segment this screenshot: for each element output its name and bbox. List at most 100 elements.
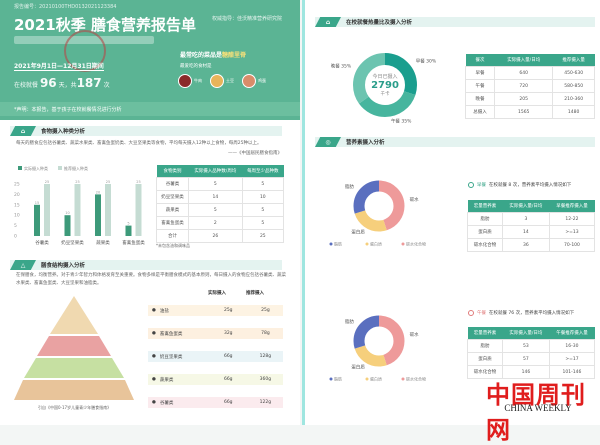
center-label: 今日已摄入: [372, 73, 397, 80]
structure-row: ● 谷薯类 66g 122g: [148, 397, 283, 408]
energy-table: 餐次 实际摄入量/日均 推荐摄入量 早餐 640 450-630 午餐 720 580-850 晚…: [464, 54, 595, 119]
col-actual: 实际摄入: [208, 291, 226, 296]
beef-image: [178, 74, 192, 88]
food-types-desc: 每天的膳食应包括谷薯类、蔬菜水果类、畜禽鱼蛋奶类、大豆坚果类等食物，平均每天摄入…: [16, 141, 262, 146]
table-cell: 2: [188, 216, 243, 230]
actual-intake: 66g: [223, 354, 233, 359]
right-page: ⌂ 在校就餐热量比及摄入分析 早餐 30% 午餐 35% 晚餐 35% 今日已摄入 279…: [302, 0, 600, 425]
table-cell: 146: [501, 365, 550, 379]
slice-label: 脂肪: [345, 183, 354, 190]
table-row: 蛋白质 57 >=17: [467, 352, 596, 366]
donut-slice: [353, 180, 405, 232]
donut-slice: [353, 53, 417, 117]
food-category-icon: ●: [152, 400, 156, 405]
legend-label: 碳水化合物: [406, 376, 426, 382]
column-header: 宏量营养素: [467, 327, 503, 340]
recommended-intake: 122g: [259, 400, 272, 405]
bar: [125, 225, 132, 236]
table-cell: 5: [188, 203, 243, 217]
report-number: 报告编号：20210100THD0132021123384: [14, 4, 117, 10]
legend-swatch: [365, 377, 369, 381]
table-cell: 谷薯类: [155, 177, 190, 191]
table-cell: 奶豆坚果类: [155, 190, 190, 204]
structure-row: ● 奶豆坚果类 66g 128g: [148, 351, 283, 362]
pyramid-caption: 引自《中国0-17岁儿童青少年膳食指南》: [38, 405, 112, 410]
section-icon: △: [10, 260, 36, 270]
data-label: 25: [136, 180, 140, 184]
table-cell: 26: [188, 229, 243, 243]
column-header: 午餐推荐摄入量: [549, 327, 595, 340]
table-header: 宏量营养素 实际摄入量/日均 早餐推荐摄入量: [467, 200, 595, 213]
table-cell: 5: [241, 216, 285, 230]
recommended-intake: 128g: [259, 354, 272, 359]
col-recommended: 推荐摄入: [246, 291, 264, 296]
structure-row: ● 畜禽鱼蛋类 32g 78g: [148, 328, 283, 339]
legend-swatch: [329, 377, 333, 381]
report-title: 2021秋季 膳食营养报告单: [14, 16, 196, 34]
table-row: 蛋白质 14 >=13: [467, 225, 596, 239]
disclaimer: *声明：本报告，基于孩子在校就餐情况进行分析: [0, 102, 300, 116]
table-cell: 午餐: [464, 79, 496, 93]
food-item: 鸡蛋: [242, 74, 266, 88]
egg-image: [242, 74, 256, 88]
section-nutrients: ◎ 营养素摄入分析: [315, 137, 595, 147]
column-header: 宏量营养素: [467, 200, 503, 213]
food-item: 牛肉: [178, 74, 202, 88]
data-label: 10: [65, 211, 69, 215]
table-row: 蔬果类 5 5: [155, 203, 285, 217]
slice-label: 碳水: [410, 331, 419, 338]
donut-slice: [353, 180, 405, 232]
table-cell: 16-30: [548, 339, 596, 353]
food-types-source: ——《中国居民膳食指南》: [228, 151, 282, 156]
food-category: 畜禽鱼蛋类: [159, 331, 183, 337]
table-cell: 脂肪: [467, 339, 503, 353]
table-row: 奶豆坚果类 14 10: [155, 190, 285, 204]
structure-desc: 在保膳食，均衡营养。对于青少年智力和体格发育至关重要。食物多样是平衡膳食模式的基…: [16, 273, 286, 286]
table-cell: 1480: [552, 105, 595, 119]
food-types-footnote: *未包含油和调味品: [156, 243, 190, 248]
bar: [135, 184, 142, 236]
table-header: 食物类别 实际摄入品种数/周均 每周至少品种数: [156, 165, 284, 178]
legend-swatch: [329, 242, 333, 246]
table-cell: 早餐: [464, 66, 496, 80]
section-energy: ⌂ 在校就餐热量比及摄入分析: [315, 17, 595, 27]
table-cell: 晚餐: [464, 92, 496, 106]
donut-slice: [353, 315, 405, 367]
data-label: 25: [75, 180, 79, 184]
legend-swatch: [401, 242, 405, 246]
y-tick-label: 20: [14, 192, 20, 198]
table-cell: 5: [241, 177, 285, 191]
table-cell: 蛋白质: [467, 225, 503, 239]
legend-label: 推荐摄入种类: [64, 165, 88, 171]
center-value: 2790: [371, 80, 399, 91]
y-tick-label: 15: [14, 202, 20, 208]
recommended-intake: 25g: [261, 308, 270, 313]
food-category: 油盐: [159, 308, 169, 314]
table-cell: 碳水化合物: [467, 365, 503, 379]
table-cell: 640: [494, 66, 554, 80]
food-item: 土豆: [210, 74, 234, 88]
breakfast-summary: 早餐 在校就餐 8 次，营养素平均摄入情况如下: [468, 182, 571, 188]
column-header: 实际摄入量/日均: [502, 327, 550, 340]
structure-row: ● 油盐 25g 25g: [148, 305, 283, 316]
y-tick-label: 10: [14, 213, 20, 219]
slice-label: 早餐 30%: [416, 58, 437, 65]
data-label: 25: [106, 180, 110, 184]
recommended-intake: 78g: [261, 331, 270, 336]
table-cell: >=17: [548, 352, 596, 366]
slice-label: 脂肪: [345, 318, 354, 325]
actual-intake: 25g: [223, 308, 233, 313]
bar: [34, 204, 40, 236]
table-cell: 5: [188, 177, 243, 191]
actual-intake: 66g: [223, 400, 233, 405]
favorite-dish: 最常吃的菜品是糖醋里脊: [180, 52, 247, 59]
table-cell: 合计: [155, 229, 190, 243]
table-row: 合计 26 25: [155, 229, 285, 243]
breakfast-nutrient-table: 宏量营养素 实际摄入量/日均 早餐推荐摄入量 脂肪 3 12-22 蛋白质 14 >=13 碳水化…: [467, 200, 596, 252]
stamp-seal: [64, 30, 106, 72]
slice-label: 蛋白质: [351, 364, 365, 371]
bar: [105, 184, 111, 236]
meal-count: 在校就餐 96 天，共187 次: [14, 76, 110, 90]
potato-image: [210, 74, 224, 88]
